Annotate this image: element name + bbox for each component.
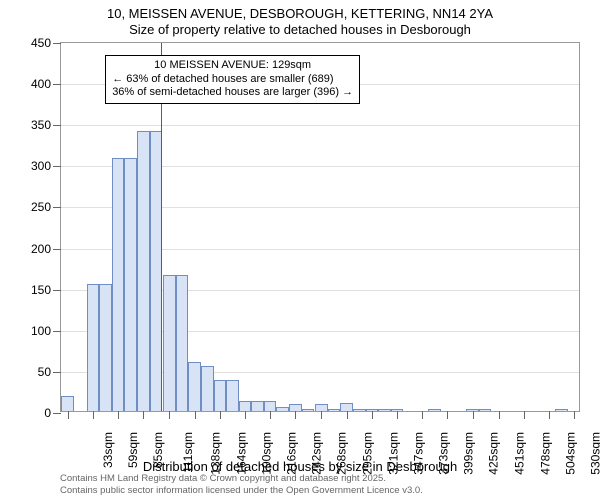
x-tick (143, 411, 144, 419)
y-tick (53, 290, 61, 291)
x-tick (169, 411, 170, 419)
x-tick (397, 411, 398, 419)
y-tick (53, 166, 61, 167)
histogram-bar (251, 401, 264, 411)
histogram-bar (302, 409, 315, 411)
histogram-bar (353, 409, 366, 411)
x-tick (549, 411, 550, 419)
annotation-line-3: 36% of semi-detached houses are larger (… (112, 86, 353, 100)
x-tick (372, 411, 373, 419)
annotation-box: 10 MEISSEN AVENUE: 129sqm← 63% of detach… (105, 55, 360, 104)
footer-attribution: Contains HM Land Registry data © Crown c… (60, 473, 423, 496)
y-tick (53, 207, 61, 208)
annotation-line-2: ← 63% of detached houses are smaller (68… (112, 73, 353, 87)
histogram-bar (328, 409, 341, 411)
x-tick (295, 411, 296, 419)
histogram-bar (428, 409, 441, 411)
histogram-bar (226, 380, 239, 411)
annotation-line-1: 10 MEISSEN AVENUE: 129sqm (112, 59, 353, 73)
y-tick (53, 125, 61, 126)
x-tick (447, 411, 448, 419)
y-tick (53, 413, 61, 414)
histogram-bar (201, 366, 214, 411)
y-tick (53, 249, 61, 250)
x-tick (422, 411, 423, 419)
histogram-bar (188, 362, 201, 411)
x-tick (270, 411, 271, 419)
y-tick-label: 250 (31, 200, 51, 214)
histogram-bar (276, 407, 289, 411)
y-tick-label: 0 (44, 406, 51, 420)
x-tick (195, 411, 196, 419)
histogram-bar (163, 275, 176, 411)
histogram-bar (340, 403, 353, 411)
x-axis-label: Distribution of detached houses by size … (0, 459, 600, 474)
plot-area: 05010015020025030035040045033sqm59sqm85s… (60, 42, 580, 412)
x-tick (68, 411, 69, 419)
histogram-bar (61, 396, 74, 411)
histogram-bar (99, 284, 112, 411)
histogram-bar (239, 401, 252, 411)
chart-title-main: 10, MEISSEN AVENUE, DESBOROUGH, KETTERIN… (0, 6, 600, 21)
histogram-bar (264, 401, 277, 411)
y-gridline (61, 125, 579, 126)
histogram-bar (378, 409, 391, 411)
y-tick (53, 84, 61, 85)
footer-line-2: Contains public sector information licen… (60, 485, 423, 496)
y-tick (53, 372, 61, 373)
footer-line-1: Contains HM Land Registry data © Crown c… (60, 473, 423, 484)
x-tick (321, 411, 322, 419)
y-tick-label: 450 (31, 36, 51, 50)
histogram-bar (176, 275, 189, 411)
x-tick (499, 411, 500, 419)
histogram-bar (214, 380, 227, 411)
x-tick (524, 411, 525, 419)
y-tick-label: 400 (31, 77, 51, 91)
y-tick (53, 43, 61, 44)
y-tick-label: 350 (31, 118, 51, 132)
x-tick (574, 411, 575, 419)
y-tick-label: 200 (31, 242, 51, 256)
y-tick-label: 150 (31, 283, 51, 297)
histogram-bar (112, 158, 125, 411)
chart-container: 10, MEISSEN AVENUE, DESBOROUGH, KETTERIN… (0, 0, 600, 500)
chart-title-sub: Size of property relative to detached ho… (0, 22, 600, 37)
histogram-bar (137, 131, 150, 411)
x-tick (245, 411, 246, 419)
x-tick (347, 411, 348, 419)
y-tick-label: 100 (31, 324, 51, 338)
y-tick (53, 331, 61, 332)
x-tick (220, 411, 221, 419)
histogram-bar (124, 158, 137, 411)
y-tick-label: 300 (31, 159, 51, 173)
x-tick (118, 411, 119, 419)
histogram-bar (479, 409, 492, 411)
histogram-bar (87, 284, 100, 411)
x-tick (473, 411, 474, 419)
y-tick-label: 50 (38, 365, 51, 379)
x-tick (93, 411, 94, 419)
histogram-bar (555, 409, 568, 411)
